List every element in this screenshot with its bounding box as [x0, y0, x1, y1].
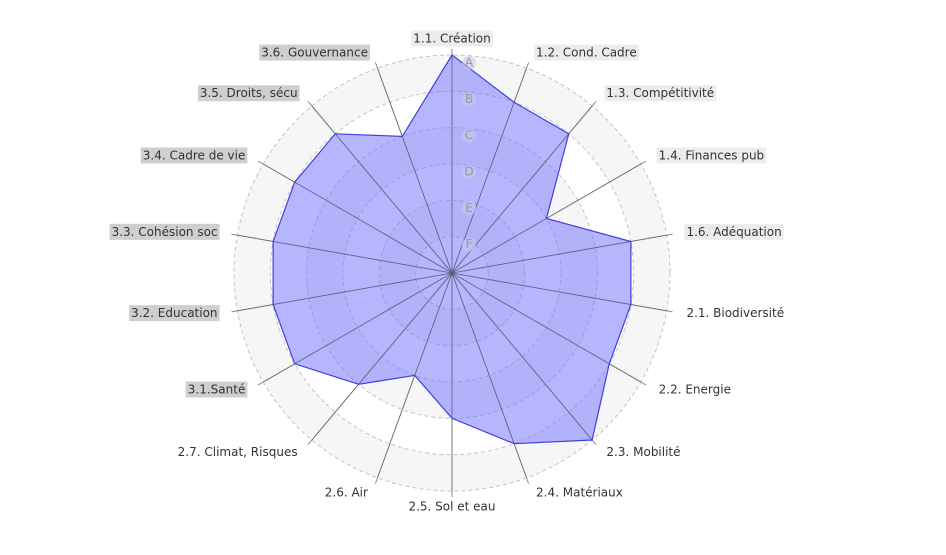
label-bg	[129, 305, 220, 322]
axis-label: 3.6. Gouvernance	[261, 46, 368, 60]
axis-label: 1.6. Adéquation	[686, 225, 781, 239]
axis-label: 2.2. Energie	[659, 383, 731, 397]
spoke-overlay	[263, 163, 453, 274]
r-tick-label: E	[465, 201, 473, 215]
tick-bg	[462, 128, 476, 143]
spoke-overlay	[451, 163, 641, 274]
spoke-overlay	[237, 234, 453, 274]
axis-label: 2.1. Biodiversité	[686, 306, 784, 320]
axis-label: 3.4. Cadre de vie	[143, 149, 246, 163]
label-bg	[259, 44, 370, 61]
spoke-overlay	[237, 272, 453, 312]
r-tick-label: D	[464, 165, 473, 179]
spoke-overlay	[311, 272, 453, 441]
spoke-overlay	[377, 272, 453, 478]
label-bg	[197, 85, 300, 102]
r-tick-label: C	[465, 128, 473, 142]
label-bg	[534, 44, 639, 61]
spoke-overlay	[451, 234, 667, 274]
spoke-overlay	[451, 272, 641, 383]
spoke-overlay	[377, 68, 453, 274]
axis-label: 2.7. Climat, Risques	[178, 445, 298, 459]
r-tick-label: F	[466, 237, 473, 251]
axis-label: 1.4. Finances pub	[659, 149, 765, 163]
label-bg	[185, 381, 248, 398]
axis-label: 1.1. Création	[413, 32, 490, 46]
tick-bg	[462, 56, 476, 70]
axis-label: 2.4. Matériaux	[536, 485, 623, 499]
label-bg	[684, 223, 784, 240]
label-bg	[411, 30, 493, 47]
r-tick-label: A	[465, 56, 474, 70]
axis-label: 1.2. Cond. Cadre	[536, 46, 637, 60]
axis-label: 2.5. Sol et eau	[408, 500, 495, 514]
spoke-overlay	[451, 68, 527, 274]
spoke-overlay	[263, 272, 453, 383]
axis-label: 1.3. Compétitivité	[606, 86, 714, 100]
axis-label: 3.1.Santé	[188, 383, 246, 397]
spoke-overlay	[451, 272, 593, 441]
tick-bg	[462, 165, 476, 179]
spoke-overlay	[311, 105, 453, 274]
axis-label: 3.3. Cohésion soc	[112, 225, 218, 239]
label-bg	[656, 147, 767, 164]
spoke-overlay	[451, 272, 527, 478]
tick-bg	[462, 201, 476, 216]
axis-label: 3.5. Droits, sécu	[200, 86, 298, 100]
grid-ring	[233, 54, 671, 492]
label-bg	[109, 223, 220, 240]
tick-bg	[462, 92, 476, 107]
spoke-overlay	[451, 272, 667, 312]
tick-bg	[462, 237, 476, 252]
label-bg	[604, 85, 717, 102]
label-bg	[140, 147, 248, 164]
axis-label: 2.3. Mobilité	[606, 445, 680, 459]
axis-label: 2.6. Air	[325, 485, 368, 499]
axis-label: 3.2. Education	[131, 306, 217, 320]
r-tick-label: B	[465, 92, 473, 106]
